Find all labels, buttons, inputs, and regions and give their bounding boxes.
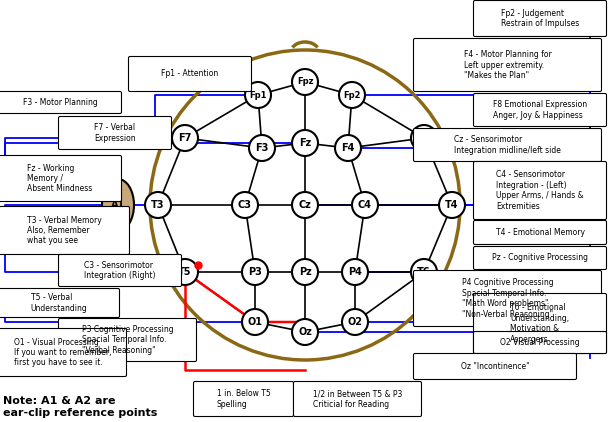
Circle shape: [242, 259, 268, 285]
Circle shape: [292, 259, 318, 285]
FancyBboxPatch shape: [0, 289, 119, 317]
Text: Oz "Incontinence": Oz "Incontinence": [460, 362, 529, 371]
Circle shape: [292, 319, 318, 345]
Circle shape: [232, 192, 258, 218]
Text: Fp1 - Attention: Fp1 - Attention: [161, 70, 219, 78]
Text: O1 - Visual Processing
If you want to remember,
first you have to see it.: O1 - Visual Processing If you want to re…: [14, 338, 111, 368]
FancyBboxPatch shape: [414, 38, 602, 92]
Circle shape: [292, 192, 318, 218]
FancyBboxPatch shape: [58, 319, 197, 362]
Circle shape: [172, 259, 198, 285]
FancyBboxPatch shape: [58, 254, 181, 287]
FancyBboxPatch shape: [474, 246, 607, 270]
FancyBboxPatch shape: [0, 92, 122, 114]
Circle shape: [145, 192, 171, 218]
FancyBboxPatch shape: [474, 221, 607, 244]
Text: C3 - Sensorimotor
Integration (Right): C3 - Sensorimotor Integration (Right): [84, 261, 156, 280]
FancyBboxPatch shape: [294, 381, 421, 417]
Text: A2: A2: [485, 200, 499, 210]
Circle shape: [242, 309, 268, 335]
Circle shape: [292, 69, 318, 95]
Circle shape: [352, 192, 378, 218]
Text: T4 - Emotional Memory: T4 - Emotional Memory: [496, 228, 585, 237]
FancyBboxPatch shape: [58, 116, 172, 149]
Circle shape: [411, 259, 437, 285]
Text: 1/2 in Between T5 & P3
Criticial for Reading: 1/2 in Between T5 & P3 Criticial for Rea…: [313, 390, 402, 408]
Text: F3: F3: [255, 143, 269, 153]
FancyBboxPatch shape: [474, 162, 607, 219]
Text: Cz: Cz: [298, 200, 311, 210]
FancyBboxPatch shape: [474, 293, 607, 354]
FancyBboxPatch shape: [0, 155, 122, 201]
Circle shape: [339, 82, 365, 108]
Text: Fpz: Fpz: [297, 78, 313, 87]
Text: Fz: Fz: [299, 138, 311, 148]
Ellipse shape: [102, 179, 134, 231]
Text: F3 - Motor Planning: F3 - Motor Planning: [23, 98, 97, 107]
Text: 1 in. Below T5
Spelling: 1 in. Below T5 Spelling: [217, 390, 270, 408]
Text: C4 - Sensorimotor
Integration - (Left)
Upper Arms, / Hands &
Extremities: C4 - Sensorimotor Integration - (Left) U…: [496, 170, 584, 211]
FancyBboxPatch shape: [0, 206, 130, 254]
Ellipse shape: [476, 179, 508, 231]
Text: Fp1: Fp1: [249, 90, 267, 100]
Text: T4: T4: [445, 200, 459, 210]
Circle shape: [245, 82, 271, 108]
Text: F8 Emotional Expression
Anger, Joy & Happiness: F8 Emotional Expression Anger, Joy & Hap…: [493, 100, 587, 120]
FancyBboxPatch shape: [474, 332, 607, 354]
Circle shape: [439, 192, 465, 218]
Circle shape: [335, 135, 361, 161]
Circle shape: [249, 135, 275, 161]
Text: F4: F4: [341, 143, 354, 153]
Circle shape: [172, 125, 198, 151]
FancyBboxPatch shape: [414, 271, 602, 327]
Text: Cz - Sensorimotor
Integration midline/left side: Cz - Sensorimotor Integration midline/le…: [454, 135, 561, 155]
FancyBboxPatch shape: [474, 0, 607, 36]
Text: A1: A1: [111, 200, 125, 210]
Text: T3 - Verbal Memory
Also, Remember
what you see: T3 - Verbal Memory Also, Remember what y…: [27, 216, 101, 246]
Text: T6: T6: [417, 267, 431, 277]
Text: F7: F7: [178, 133, 192, 143]
FancyBboxPatch shape: [194, 381, 294, 417]
FancyBboxPatch shape: [474, 94, 607, 127]
Text: T5 - Verbal
Understanding: T5 - Verbal Understanding: [30, 293, 87, 313]
Text: T3: T3: [151, 200, 165, 210]
Text: P3: P3: [248, 267, 262, 277]
FancyBboxPatch shape: [128, 57, 252, 92]
Text: Fp2: Fp2: [343, 90, 361, 100]
Text: P4 Cognitive Processing
Spacial Temporal Info.
"Math Word problems"
"Non-Verbal : P4 Cognitive Processing Spacial Temporal…: [462, 279, 554, 319]
Text: C4: C4: [358, 200, 372, 210]
Text: O2: O2: [348, 317, 362, 327]
Text: F8: F8: [417, 133, 431, 143]
Text: O1: O1: [247, 317, 262, 327]
Text: Note: A1 & A2 are
ear-clip reference points: Note: A1 & A2 are ear-clip reference poi…: [3, 396, 157, 418]
Text: T5: T5: [178, 267, 192, 277]
Text: Fp2 - Judgement
Restrain of Impulses: Fp2 - Judgement Restrain of Impulses: [501, 9, 579, 28]
FancyBboxPatch shape: [414, 354, 577, 379]
Text: Pz: Pz: [298, 267, 311, 277]
Text: T6 - Emotional
Understanding,
Motivation &
Aspergers: T6 - Emotional Understanding, Motivation…: [510, 303, 569, 344]
Text: P4: P4: [348, 267, 362, 277]
Text: Fz - Working
Memory /
Absent Mindness: Fz - Working Memory / Absent Mindness: [27, 164, 93, 193]
Circle shape: [411, 125, 437, 151]
Circle shape: [342, 309, 368, 335]
Text: F7 - Verbal
Expression: F7 - Verbal Expression: [94, 123, 136, 143]
Text: P3 Cognitive Processing
Spacial Temporal Info.
"Verbal Reasoning": P3 Cognitive Processing Spacial Temporal…: [82, 325, 174, 355]
FancyBboxPatch shape: [414, 129, 602, 162]
Text: O2 Visual Processing: O2 Visual Processing: [500, 338, 580, 347]
Text: Oz: Oz: [298, 327, 312, 337]
Text: C3: C3: [238, 200, 252, 210]
Text: F4 - Motor Planning for
Left upper extremity.
"Makes the Plan": F4 - Motor Planning for Left upper extre…: [463, 50, 551, 80]
Circle shape: [292, 130, 318, 156]
Circle shape: [342, 259, 368, 285]
Text: Pz - Cognitive Processing: Pz - Cognitive Processing: [492, 254, 588, 262]
FancyBboxPatch shape: [0, 328, 127, 376]
